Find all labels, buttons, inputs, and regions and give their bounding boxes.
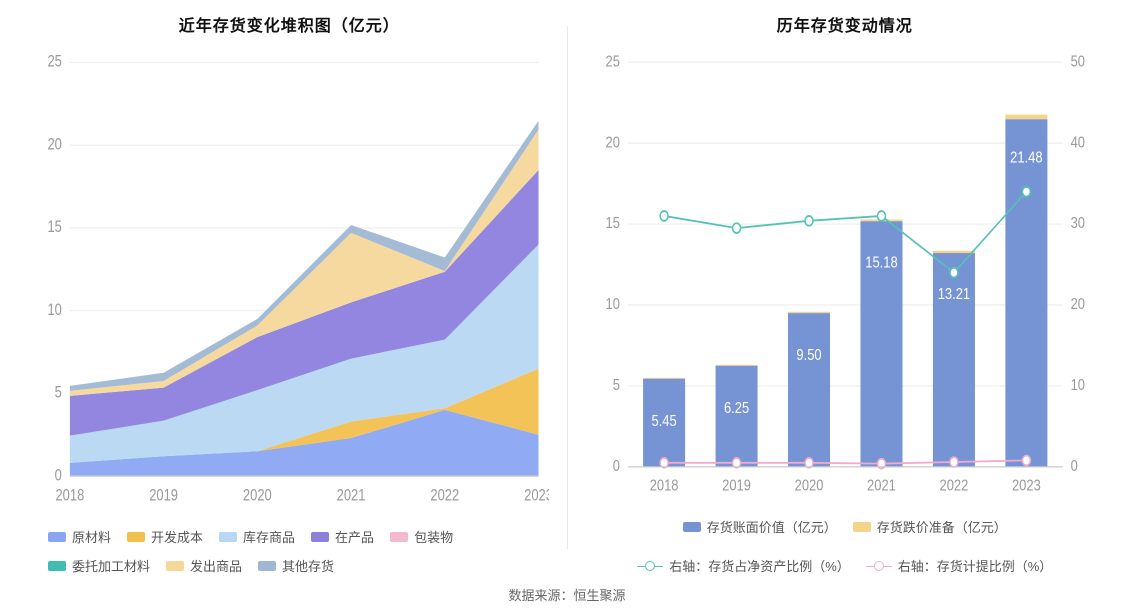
svg-text:2022: 2022 xyxy=(939,477,968,495)
legend-swatch xyxy=(258,561,276,571)
svg-text:0: 0 xyxy=(1070,458,1077,476)
legend-item[interactable]: 右轴：存货占净资产比例（%） xyxy=(637,556,850,575)
legend-label: 发出商品 xyxy=(190,556,242,575)
legend-item[interactable]: 发出商品 xyxy=(166,556,242,575)
left-chart-panel: 近年存货变化堆积图（亿元） 0 5 10 15 20 25 2018 2019 2020 2021… xyxy=(16,8,563,575)
legend-label: 存货账面价值（亿元） xyxy=(707,517,837,536)
svg-text:2021: 2021 xyxy=(867,477,896,495)
svg-text:2020: 2020 xyxy=(794,477,823,495)
legend-line-swatch xyxy=(637,559,663,573)
svg-text:40: 40 xyxy=(1070,134,1084,152)
legend-swatch xyxy=(127,532,145,542)
legend-label: 右轴：存货占净资产比例（%） xyxy=(669,556,850,575)
legend-swatch xyxy=(390,532,408,542)
svg-text:6.25: 6.25 xyxy=(723,400,748,418)
svg-text:2019: 2019 xyxy=(149,487,178,505)
svg-text:25: 25 xyxy=(605,53,619,71)
svg-text:50: 50 xyxy=(1070,53,1084,71)
svg-text:25: 25 xyxy=(47,53,61,71)
svg-text:21.48: 21.48 xyxy=(1010,150,1042,168)
svg-text:20: 20 xyxy=(1070,296,1084,314)
legend-item[interactable]: 其他存货 xyxy=(258,556,334,575)
legend-label: 其他存货 xyxy=(282,556,334,575)
panel-divider xyxy=(567,26,568,549)
legend-item[interactable]: 委托加工材料 xyxy=(48,556,150,575)
svg-text:2018: 2018 xyxy=(55,487,84,505)
svg-text:5: 5 xyxy=(55,384,62,402)
data-source-label: 数据来源：恒生聚源 xyxy=(16,575,1118,608)
svg-text:5: 5 xyxy=(612,377,619,395)
svg-text:10: 10 xyxy=(605,296,619,314)
legend-label: 开发成本 xyxy=(151,527,203,546)
dashboard-root: 近年存货变化堆积图（亿元） 05101520252018201920202021… xyxy=(0,0,1134,612)
legend-label: 存货跌价准备（亿元） xyxy=(877,517,1007,536)
legend-label: 库存商品 xyxy=(243,527,295,546)
legend-item[interactable]: 开发成本 xyxy=(127,527,203,546)
legend-swatch xyxy=(48,561,66,571)
legend-item[interactable]: 右轴：存货计提比例（%） xyxy=(866,556,1053,575)
legend-swatch xyxy=(166,561,184,571)
svg-text:15.18: 15.18 xyxy=(865,254,897,272)
svg-text:2020: 2020 xyxy=(243,487,272,505)
legend-label: 包装物 xyxy=(414,527,453,546)
svg-text:2018: 2018 xyxy=(649,477,678,495)
left-stacked-area-chart: 0 5 10 15 20 25 2018 2019 2020 2021 2022 2023 xyxy=(30,50,549,511)
legend-item[interactable]: 存货账面价值（亿元） xyxy=(683,517,837,536)
right-combo-chart: 0 5 10 15 20 25 0 10 20 30 40 50 2018 2019 2020 2021 202… xyxy=(586,50,1105,501)
left-chart-area: 0 5 10 15 20 25 2018 2019 2020 2021 2022 2023 xyxy=(30,50,549,511)
charts-row: 近年存货变化堆积图（亿元） 05101520252018201920202021… xyxy=(16,8,1118,575)
svg-text:2022: 2022 xyxy=(430,487,459,505)
legend-label: 在产品 xyxy=(335,527,374,546)
svg-text:2023: 2023 xyxy=(1011,477,1040,495)
left-chart-legend: 原材料 开发成本 库存商品 在产品 包装物委托加工材料 发出商品 其他存货 xyxy=(30,527,549,575)
legend-item[interactable]: 存货跌价准备（亿元） xyxy=(853,517,1007,536)
svg-text:0: 0 xyxy=(612,458,619,476)
legend-label: 右轴：存货计提比例（%） xyxy=(898,556,1053,575)
legend-swatch xyxy=(311,532,329,542)
right-chart-title: 历年存货变动情况 xyxy=(586,12,1105,36)
svg-text:30: 30 xyxy=(1070,215,1084,233)
svg-text:10: 10 xyxy=(1070,377,1084,395)
svg-text:13.21: 13.21 xyxy=(937,286,969,304)
svg-text:2023: 2023 xyxy=(524,487,548,505)
right-chart-legend: 存货账面价值（亿元） 存货跌价准备（亿元） 右轴：存货占净资产比例（%） 右轴：存货计… xyxy=(586,517,1105,575)
right-chart-panel: 历年存货变动情况 0 5 10 15 20 25 0 10 20 30 40 50 2018 2019 20… xyxy=(572,8,1119,575)
legend-swatch xyxy=(853,522,871,532)
svg-text:10: 10 xyxy=(47,302,61,320)
legend-item[interactable]: 包装物 xyxy=(390,527,453,546)
svg-text:15: 15 xyxy=(47,219,61,237)
legend-label: 原材料 xyxy=(72,527,111,546)
svg-text:2019: 2019 xyxy=(722,477,751,495)
right-chart-area: 0 5 10 15 20 25 0 10 20 30 40 50 2018 2019 2020 2021 202… xyxy=(586,50,1105,501)
legend-line-swatch xyxy=(866,559,892,573)
svg-text:15: 15 xyxy=(605,215,619,233)
svg-text:5.45: 5.45 xyxy=(651,413,676,431)
legend-item[interactable]: 在产品 xyxy=(311,527,374,546)
svg-text:9.50: 9.50 xyxy=(796,347,821,365)
svg-text:0: 0 xyxy=(55,467,62,485)
svg-text:2021: 2021 xyxy=(337,487,366,505)
svg-text:20: 20 xyxy=(47,136,61,154)
legend-swatch xyxy=(48,532,66,542)
svg-text:20: 20 xyxy=(605,134,619,152)
legend-swatch xyxy=(683,522,701,532)
legend-item[interactable]: 库存商品 xyxy=(219,527,295,546)
legend-swatch xyxy=(219,532,237,542)
legend-item[interactable]: 原材料 xyxy=(48,527,111,546)
left-chart-title: 近年存货变化堆积图（亿元） xyxy=(30,12,549,36)
legend-label: 委托加工材料 xyxy=(72,556,150,575)
